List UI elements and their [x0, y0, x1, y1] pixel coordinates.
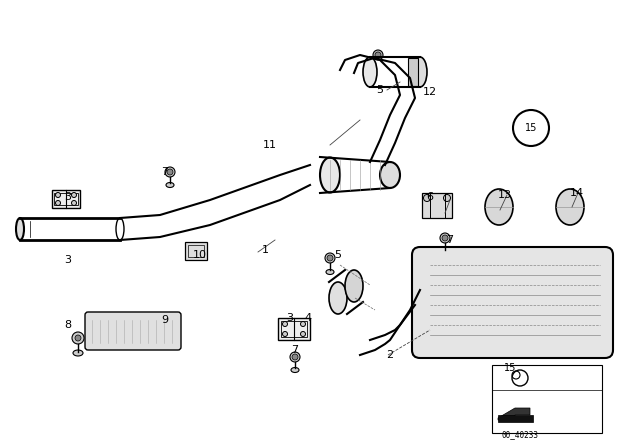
Ellipse shape — [441, 249, 449, 254]
Circle shape — [442, 235, 448, 241]
Bar — [185, 242, 207, 260]
Circle shape — [375, 52, 381, 58]
Ellipse shape — [72, 201, 77, 206]
Ellipse shape — [166, 182, 174, 188]
Text: 3: 3 — [65, 255, 72, 265]
Ellipse shape — [413, 57, 427, 87]
Ellipse shape — [329, 282, 347, 314]
Ellipse shape — [320, 158, 340, 193]
Text: 4: 4 — [305, 313, 312, 323]
Ellipse shape — [345, 270, 363, 302]
Circle shape — [440, 233, 450, 243]
Text: 15: 15 — [525, 123, 537, 133]
Circle shape — [327, 255, 333, 261]
Ellipse shape — [424, 194, 431, 202]
FancyBboxPatch shape — [412, 247, 613, 358]
Ellipse shape — [73, 350, 83, 356]
Text: 2: 2 — [387, 350, 394, 360]
Circle shape — [325, 253, 335, 263]
Ellipse shape — [444, 194, 451, 202]
Text: 00_40233: 00_40233 — [502, 431, 538, 439]
Bar — [492, 365, 602, 433]
Text: 9: 9 — [161, 315, 168, 325]
Ellipse shape — [56, 193, 61, 198]
Text: 3: 3 — [287, 313, 294, 323]
Text: 6: 6 — [426, 192, 433, 202]
Text: 5: 5 — [335, 250, 342, 260]
Ellipse shape — [326, 270, 334, 275]
Bar — [422, 193, 452, 218]
Text: 7: 7 — [447, 235, 454, 245]
Text: 11: 11 — [263, 140, 277, 150]
Bar — [188, 245, 204, 257]
Text: 10: 10 — [193, 250, 207, 260]
Ellipse shape — [380, 162, 400, 188]
Polygon shape — [498, 408, 530, 420]
Ellipse shape — [291, 367, 299, 372]
Ellipse shape — [556, 189, 584, 225]
Text: 12: 12 — [423, 87, 437, 97]
Bar — [498, 415, 533, 422]
Bar — [52, 190, 80, 208]
Ellipse shape — [301, 322, 305, 327]
Ellipse shape — [72, 193, 77, 198]
Bar — [54, 193, 78, 205]
Text: 15: 15 — [504, 363, 516, 373]
Ellipse shape — [282, 332, 287, 336]
Bar — [278, 318, 310, 340]
Text: 13: 13 — [498, 190, 512, 200]
Circle shape — [290, 352, 300, 362]
Circle shape — [165, 167, 175, 177]
Ellipse shape — [301, 332, 305, 336]
Text: 3: 3 — [65, 192, 72, 202]
Text: 7: 7 — [161, 167, 168, 177]
Bar — [281, 321, 307, 337]
Circle shape — [373, 50, 383, 60]
Ellipse shape — [56, 201, 61, 206]
Ellipse shape — [282, 322, 287, 327]
Ellipse shape — [363, 57, 377, 87]
Text: 14: 14 — [570, 188, 584, 198]
Text: 7: 7 — [291, 345, 299, 355]
Circle shape — [75, 335, 81, 341]
Text: 8: 8 — [65, 320, 72, 330]
Bar — [408, 58, 418, 86]
Circle shape — [167, 169, 173, 175]
Circle shape — [72, 332, 84, 344]
Ellipse shape — [16, 218, 24, 240]
FancyBboxPatch shape — [85, 312, 181, 350]
Text: 5: 5 — [376, 85, 383, 95]
Ellipse shape — [485, 189, 513, 225]
Text: 1: 1 — [262, 245, 269, 255]
Circle shape — [292, 354, 298, 360]
